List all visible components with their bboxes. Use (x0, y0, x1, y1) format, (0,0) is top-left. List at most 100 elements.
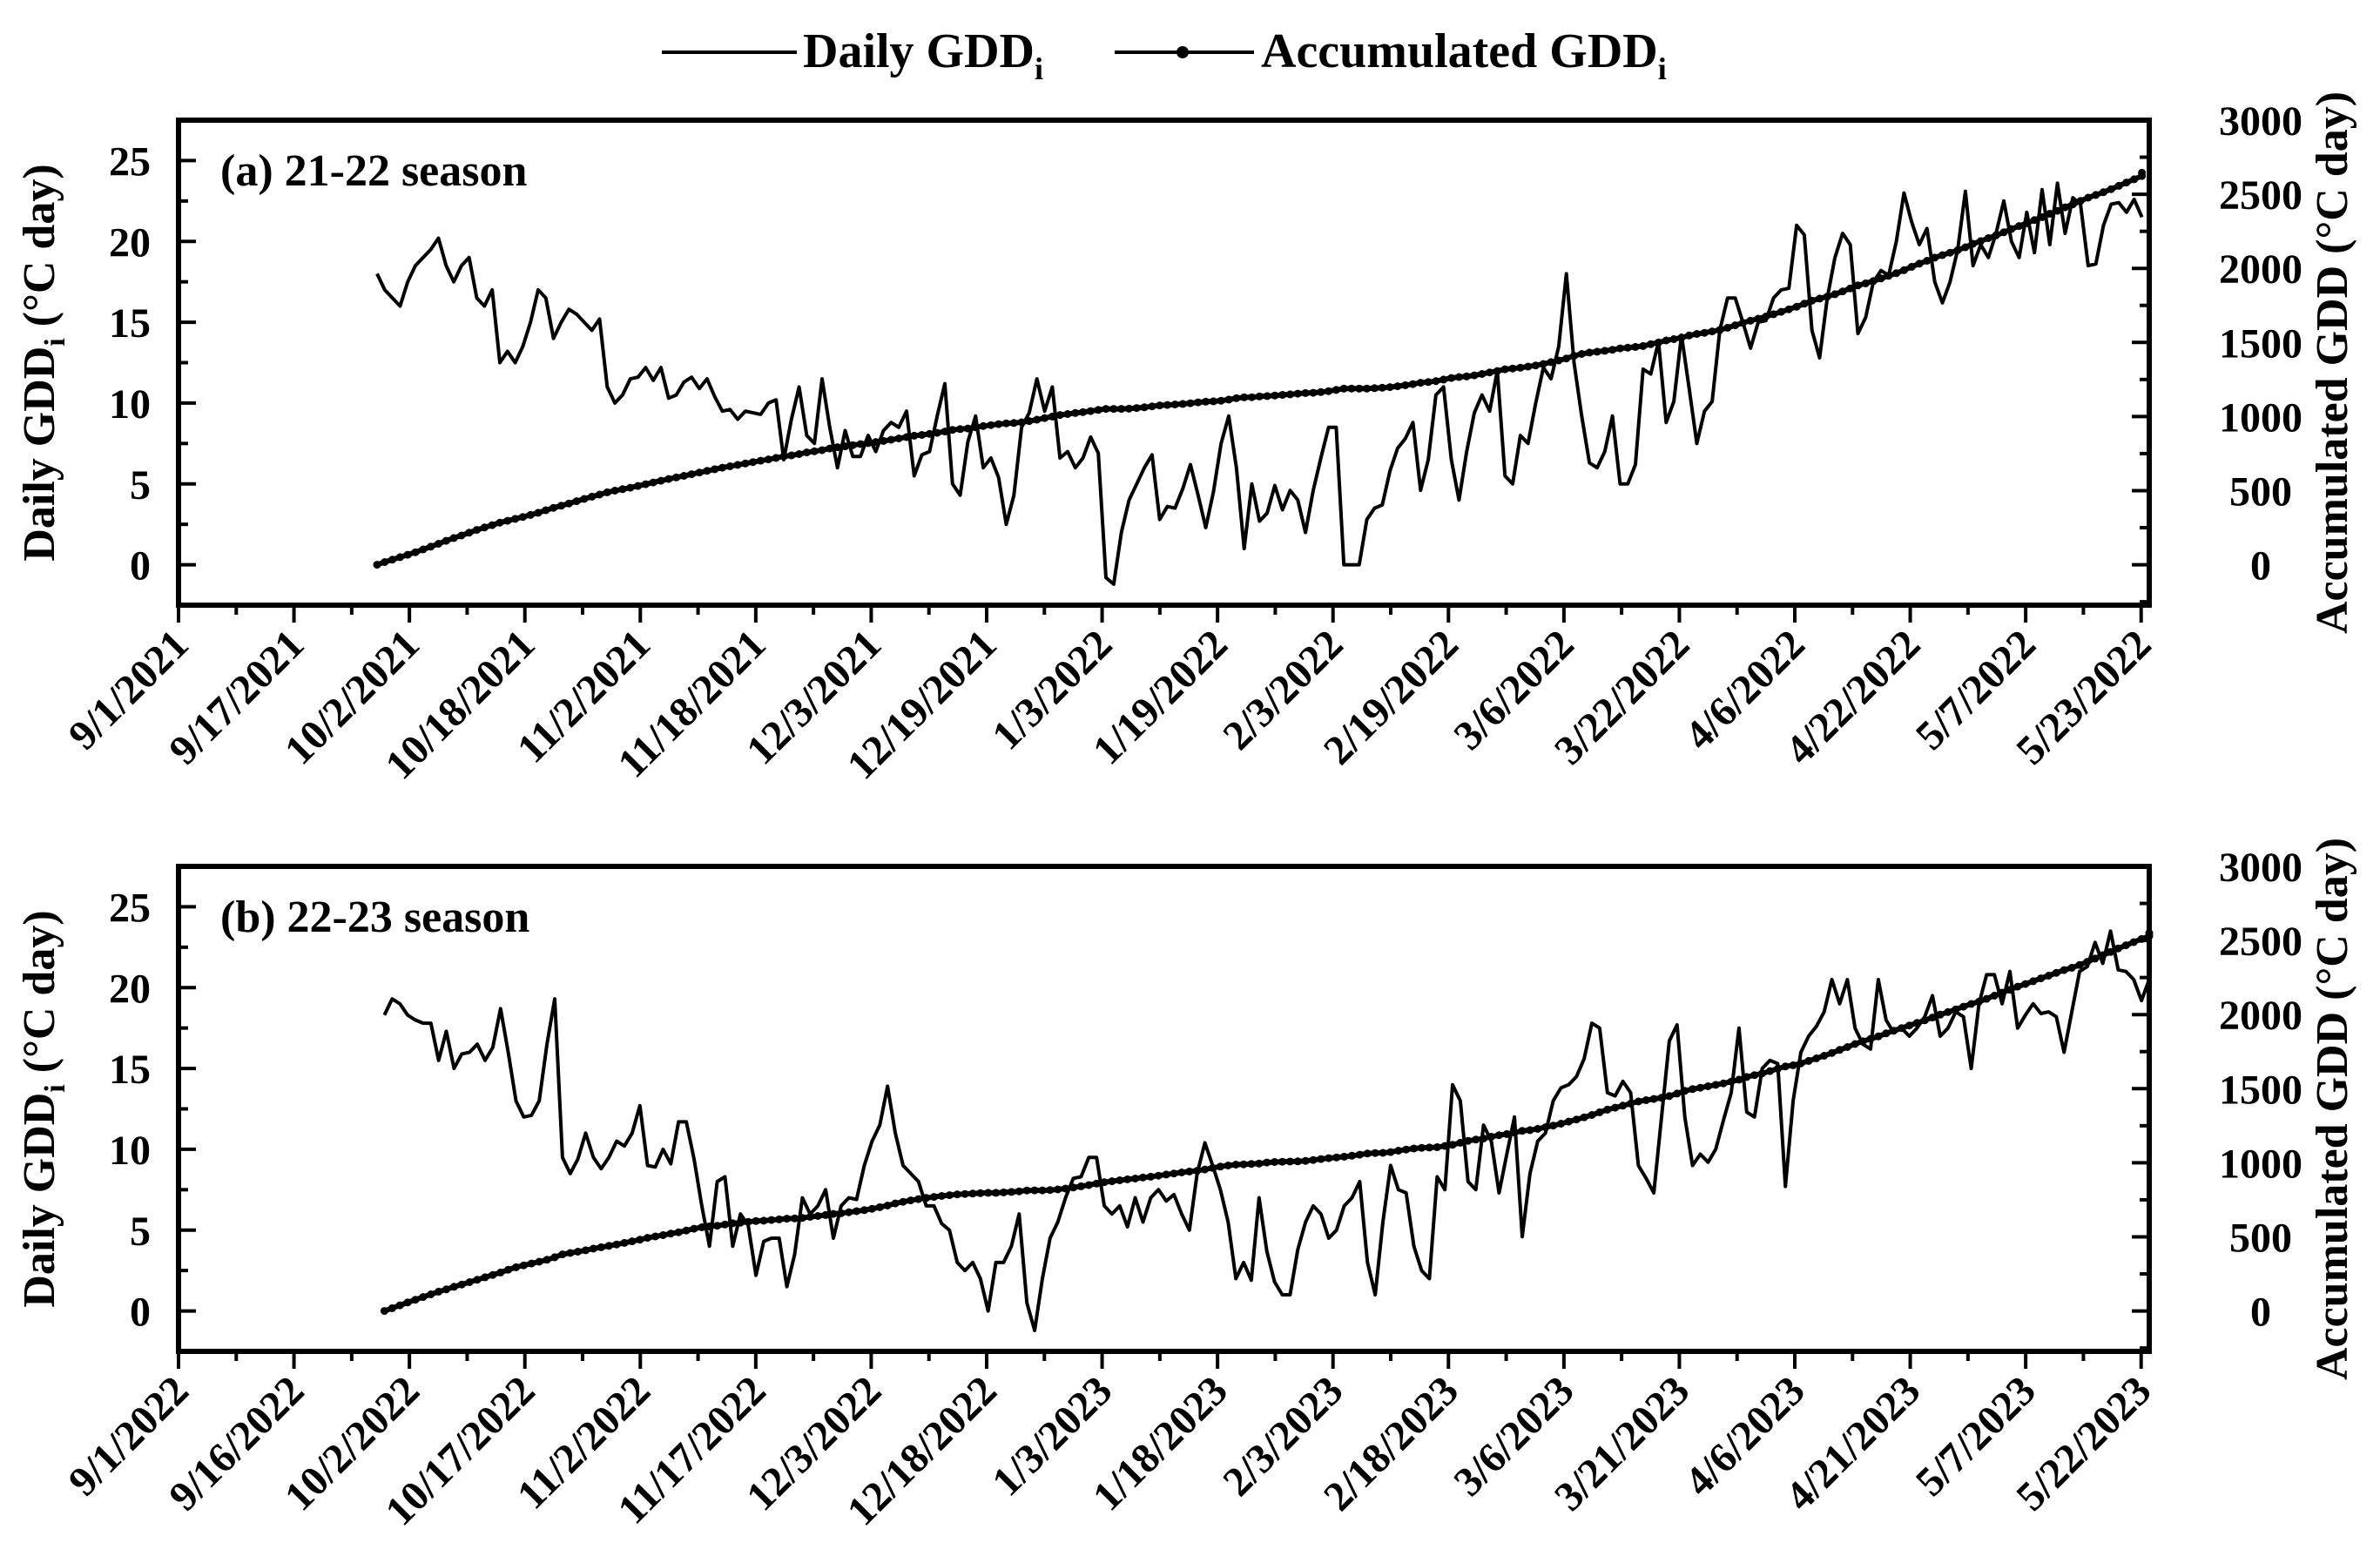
accumulated-gdd-point (1828, 1048, 1837, 1057)
accumulated-gdd-point (1516, 363, 1525, 372)
accumulated-gdd-point (395, 1301, 404, 1310)
accumulated-gdd-point (419, 545, 428, 554)
accumulated-gdd-point (1892, 269, 1901, 278)
accumulated-gdd-point (1433, 1143, 1441, 1151)
accumulated-gdd-point (1139, 1173, 1147, 1182)
accumulated-gdd-point (1263, 392, 1271, 401)
accumulated-gdd-point (1797, 1059, 1805, 1068)
accumulated-gdd-point (2013, 982, 2022, 991)
accumulated-gdd-point (1665, 1092, 1674, 1101)
accumulated-gdd-point (419, 1293, 428, 1302)
accumulated-gdd-point (1669, 335, 1678, 343)
accumulated-gdd-point (597, 1243, 605, 1251)
right-tick-label: 2500 (2219, 172, 2302, 219)
accumulated-gdd-point (1961, 243, 1970, 252)
accumulated-gdd-point (713, 1222, 722, 1230)
accumulated-gdd-point (2015, 222, 2024, 231)
accumulated-gdd-point (1209, 1163, 1217, 1172)
left-tick-label: 20 (109, 219, 151, 266)
accumulated-gdd-point (557, 502, 565, 510)
right-tick-label: 1000 (2219, 1141, 2302, 1187)
accumulated-gdd-point (1735, 1075, 1743, 1084)
accumulated-gdd-point (1681, 1087, 1689, 1095)
accumulated-gdd-point (1534, 1124, 1542, 1133)
accumulated-gdd-point (1800, 300, 1809, 308)
accumulated-gdd-point (705, 1222, 714, 1230)
accumulated-gdd-point (2100, 188, 2107, 197)
accumulated-gdd-point (1301, 388, 1310, 397)
accumulated-gdd-point (1163, 401, 1171, 409)
accumulated-gdd-line (376, 172, 2145, 568)
accumulated-gdd-point (945, 1191, 954, 1200)
accumulated-gdd-point (872, 438, 880, 447)
accumulated-gdd-point (1549, 1122, 1558, 1130)
accumulated-gdd-point (535, 1257, 543, 1266)
accumulated-gdd-point (1564, 1117, 1573, 1126)
accumulated-gdd-point (1339, 384, 1348, 393)
accumulated-gdd-point (757, 456, 765, 465)
accumulated-gdd-point (1623, 343, 1632, 352)
accumulated-gdd-point (787, 451, 796, 460)
accumulated-gdd-point (1092, 1179, 1101, 1188)
legend-accumulated-label: Accumulated GDDi (1261, 24, 1667, 86)
accumulated-gdd-point (1928, 1014, 1937, 1022)
left-axis-label-main: Daily GDD (15, 347, 64, 562)
accumulated-gdd-point (2107, 947, 2115, 956)
accumulated-gdd-point (1912, 1019, 1921, 1027)
accumulated-gdd-point (542, 506, 550, 515)
accumulated-gdd-point (1580, 1113, 1588, 1122)
accumulated-gdd-point (1247, 1160, 1256, 1169)
accumulated-gdd-point (887, 435, 895, 444)
accumulated-gdd-point (918, 431, 927, 439)
right-tick-label: 3000 (2219, 98, 2302, 145)
accumulated-gdd-point (1470, 371, 1479, 380)
right-tick-label: 3000 (2219, 845, 2302, 891)
accumulated-gdd-point (1838, 287, 1847, 296)
accumulated-gdd-point (626, 483, 635, 492)
accumulated-gdd-point (1877, 274, 1885, 283)
accumulated-gdd-point (1532, 361, 1540, 370)
accumulated-gdd-point (1905, 1021, 1913, 1030)
accumulated-gdd-point (791, 1214, 799, 1223)
accumulated-gdd-point (749, 458, 758, 467)
accumulated-gdd-point (1309, 1155, 1318, 1164)
accumulated-gdd-point (1754, 314, 1763, 323)
accumulated-gdd-point (841, 442, 849, 451)
accumulated-gdd-point (1907, 262, 1916, 271)
accumulated-gdd-point (979, 421, 988, 430)
accumulated-gdd-point (473, 526, 481, 535)
accumulated-gdd-point (1041, 414, 1049, 422)
accumulated-gdd-point (1386, 1148, 1395, 1156)
accumulated-gdd-point (1048, 412, 1056, 421)
accumulated-gdd-point (687, 470, 696, 479)
accumulated-gdd-point (1478, 370, 1487, 378)
accumulated-gdd-point (968, 1189, 977, 1198)
accumulated-gdd-point (961, 1189, 969, 1198)
accumulated-gdd-point (1117, 405, 1126, 414)
accumulated-gdd-point (1804, 1056, 1813, 1065)
accumulated-gdd-point (1869, 277, 1878, 286)
accumulated-gdd-point (511, 515, 520, 523)
accumulated-gdd-point (1595, 1108, 1604, 1116)
accumulated-gdd-point (829, 1209, 838, 1218)
daily-gdd-line (375, 181, 2144, 586)
accumulated-gdd-point (1424, 378, 1433, 387)
accumulated-gdd-point (925, 429, 934, 438)
accumulated-gdd-point (899, 1197, 907, 1206)
accumulated-gdd-point (1689, 1085, 1697, 1094)
accumulated-gdd-point (2129, 938, 2138, 946)
accumulated-gdd-point (1884, 272, 1893, 280)
left-tick-label: 0 (130, 543, 151, 589)
accumulated-gdd-point (1194, 398, 1203, 407)
accumulated-gdd-point (1293, 1157, 1302, 1166)
accumulated-gdd-point (1378, 383, 1386, 392)
accumulated-gdd-point (795, 450, 804, 458)
right-tick-label: 1000 (2219, 394, 2302, 441)
accumulated-gdd-point (798, 1214, 806, 1223)
accumulated-gdd-point (937, 1192, 946, 1200)
left-tick-label: 10 (109, 381, 151, 428)
accumulated-gdd-point (1102, 405, 1110, 414)
accumulated-gdd-point (679, 472, 688, 480)
accumulated-gdd-point (1915, 259, 1924, 268)
accumulated-gdd-point (1439, 375, 1448, 384)
